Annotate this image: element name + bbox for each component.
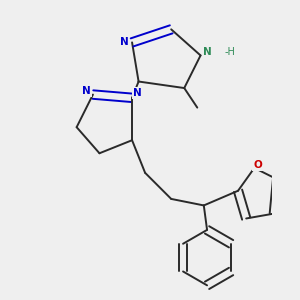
Text: -H: -H: [225, 47, 236, 57]
Text: N: N: [119, 38, 128, 47]
Text: N: N: [82, 86, 91, 96]
Text: N: N: [203, 47, 212, 57]
Text: N: N: [133, 88, 141, 98]
Text: O: O: [253, 160, 262, 170]
